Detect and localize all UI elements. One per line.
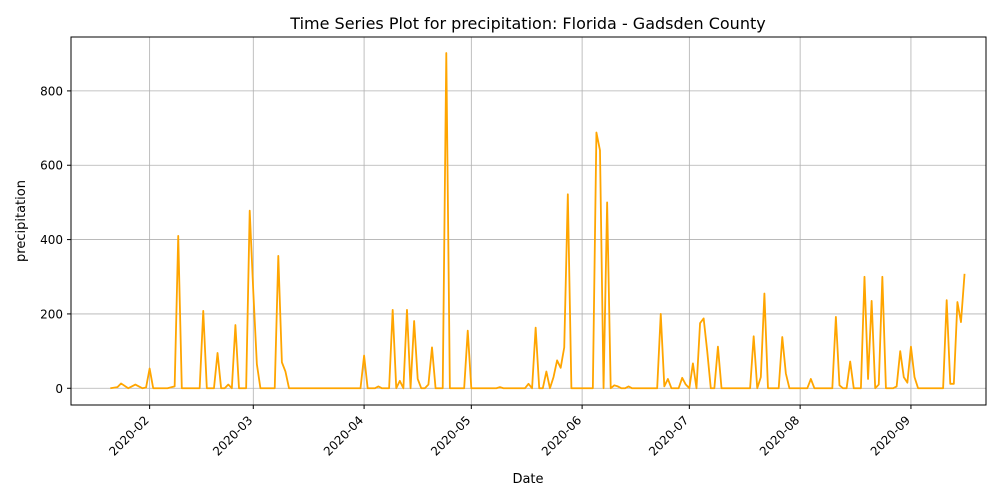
x-axis-label: Date: [512, 472, 543, 487]
y-tick-label: 600: [40, 159, 63, 173]
plot-frame: [70, 36, 987, 406]
y-tick-label: 0: [55, 382, 63, 396]
y-tick-label: 400: [40, 233, 63, 247]
y-axis: 0 200 400 600 800: [40, 84, 71, 396]
chart-title: Time Series Plot for precipitation: Flor…: [289, 14, 765, 33]
y-tick-label: 200: [40, 307, 63, 321]
series-line-precipitation: [110, 52, 966, 390]
y-tick-label: 800: [40, 84, 63, 98]
grid: [71, 37, 986, 405]
y-axis-label: precipitation: [14, 180, 29, 262]
